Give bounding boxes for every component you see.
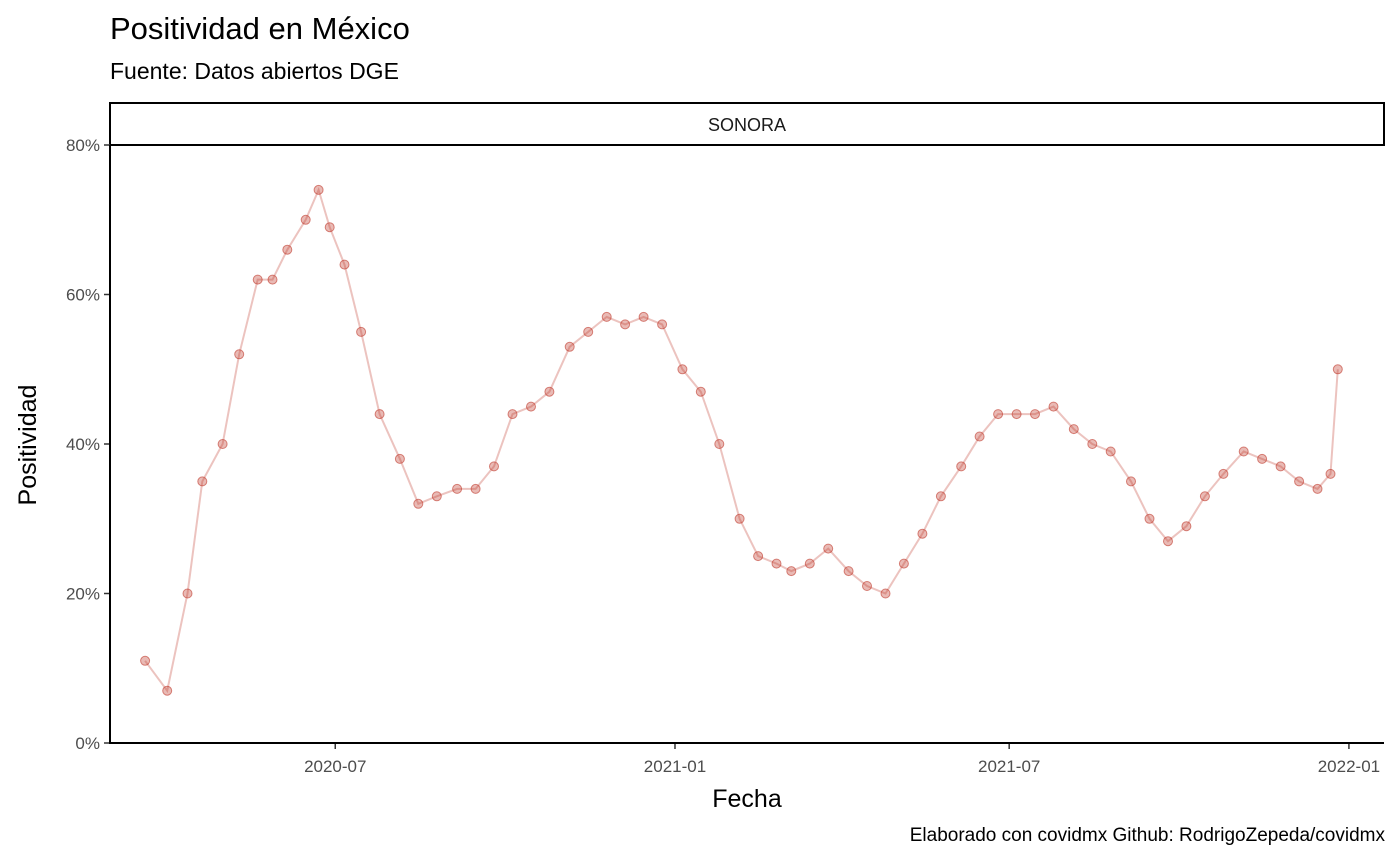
data-point xyxy=(1325,468,1336,479)
data-point xyxy=(140,655,151,666)
data-point xyxy=(470,483,481,494)
data-point xyxy=(974,431,985,442)
data-point xyxy=(197,476,208,487)
data-point xyxy=(1126,476,1136,487)
data-point xyxy=(695,386,706,397)
x-axis-title: Fecha xyxy=(712,785,782,813)
data-point xyxy=(252,274,263,285)
data-point xyxy=(1144,513,1155,524)
data-point xyxy=(300,214,311,225)
data-point xyxy=(413,498,424,509)
data-point xyxy=(601,311,612,322)
data-point xyxy=(1030,409,1040,420)
data-point xyxy=(786,566,797,577)
data-point xyxy=(394,453,405,464)
chart-subtitle: Fuente: Datos abiertos DGE xyxy=(110,58,399,84)
data-point xyxy=(1312,483,1323,494)
data-point xyxy=(1011,409,1022,420)
data-point xyxy=(564,341,575,352)
x-tick-label: 2021-01 xyxy=(644,757,706,776)
data-point xyxy=(282,244,293,255)
data-point xyxy=(1294,476,1305,487)
data-point xyxy=(1087,439,1098,449)
data-point xyxy=(374,409,385,420)
data-point xyxy=(1332,364,1343,375)
series-layer xyxy=(140,184,1343,696)
chart-title: Positividad en México xyxy=(110,11,410,46)
data-point xyxy=(862,581,872,591)
data-point xyxy=(771,558,782,569)
x-tick-label: 2022-01 xyxy=(1318,757,1380,776)
y-tick-label: 80% xyxy=(66,136,100,155)
data-point xyxy=(880,588,891,599)
data-point xyxy=(843,566,854,577)
data-point xyxy=(234,349,245,360)
chart-caption: Elaborado con covidmx Github: RodrigoZep… xyxy=(909,825,1385,846)
y-tick-label: 0% xyxy=(75,734,100,753)
data-point xyxy=(917,528,928,539)
data-point xyxy=(182,588,193,599)
data-point xyxy=(489,461,499,472)
x-tick-label: 2020-07 xyxy=(304,757,366,776)
x-tick-label: 2021-07 xyxy=(978,757,1040,776)
data-point xyxy=(544,386,555,397)
data-point xyxy=(804,558,815,569)
data-point xyxy=(956,461,967,472)
data-point xyxy=(935,491,946,502)
data-point xyxy=(1068,424,1079,435)
data-point xyxy=(993,409,1004,420)
data-point xyxy=(898,558,909,569)
data-point xyxy=(657,319,668,330)
data-point xyxy=(823,543,834,554)
data-point xyxy=(1163,536,1173,547)
data-point xyxy=(734,513,745,524)
data-point xyxy=(339,259,350,270)
data-point xyxy=(452,483,463,494)
facet-label: SONORA xyxy=(708,115,786,135)
data-point xyxy=(507,409,518,420)
series-line xyxy=(144,186,1339,694)
data-point xyxy=(1218,468,1229,479)
data-point xyxy=(1199,491,1210,502)
data-point xyxy=(753,551,764,562)
data-point xyxy=(526,401,536,412)
data-point xyxy=(267,274,278,285)
data-point xyxy=(313,184,324,195)
y-tick-label: 60% xyxy=(66,286,100,305)
data-point xyxy=(356,326,367,337)
y-tick-label: 20% xyxy=(66,585,100,604)
data-point xyxy=(1275,461,1286,472)
data-point xyxy=(1257,453,1268,464)
data-point xyxy=(324,222,335,233)
data-point xyxy=(638,311,649,322)
data-point xyxy=(620,319,631,330)
data-point xyxy=(1238,446,1249,457)
axis-layer: 0% 20% 40% 60% 80% 2020-07 2021-01 2021-07 2022-… xyxy=(66,136,1380,776)
data-point xyxy=(431,491,442,502)
data-point xyxy=(677,364,688,375)
data-point xyxy=(714,439,725,449)
data-point xyxy=(217,439,228,449)
data-point xyxy=(583,326,594,337)
data-point xyxy=(1181,521,1192,532)
data-point xyxy=(1048,401,1059,412)
data-point xyxy=(162,685,173,696)
facet-strip xyxy=(109,102,1385,146)
y-axis-title: Positividad xyxy=(14,385,42,506)
y-tick-label: 40% xyxy=(66,435,100,454)
data-point xyxy=(1105,446,1116,457)
